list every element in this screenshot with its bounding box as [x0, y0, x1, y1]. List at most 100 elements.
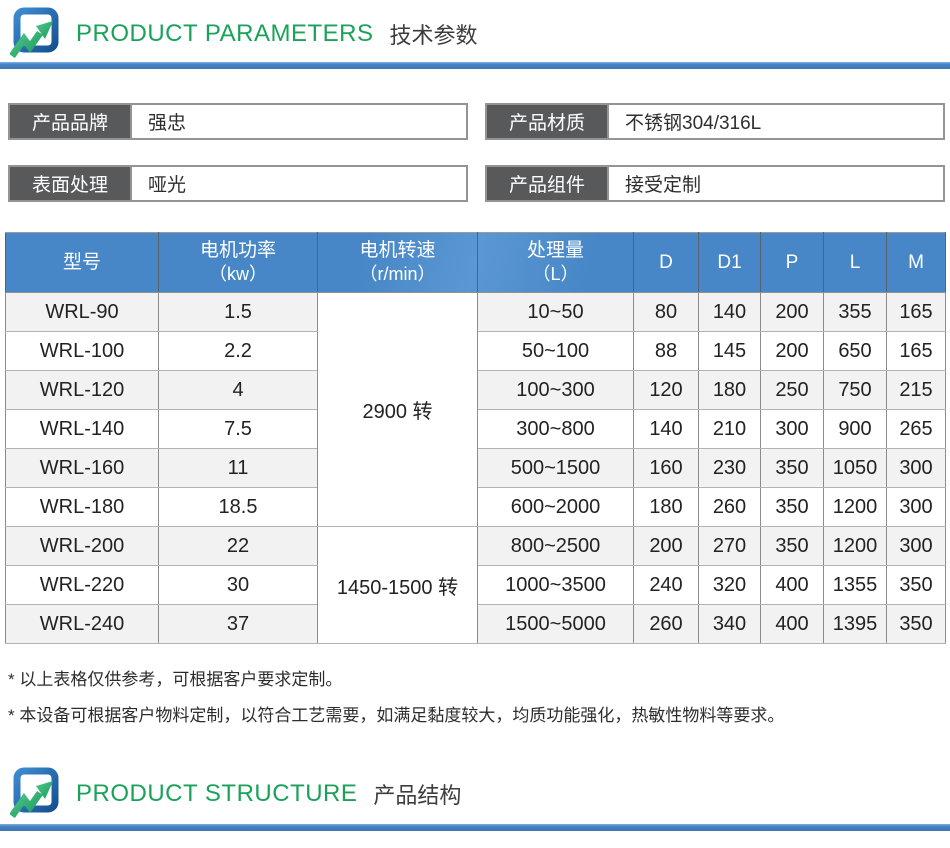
m-cell: 165	[886, 331, 946, 371]
info-value: 接受定制	[625, 175, 702, 196]
p-cell: 200	[760, 292, 824, 332]
structure-title-zh: 产品结构	[373, 783, 462, 808]
capacity-cell: 10~50	[477, 292, 634, 332]
power-cell: 4	[158, 370, 318, 410]
parameters-title-zh: 技术参数	[389, 23, 478, 48]
footnote-line: * 以上表格仅供参考，可根据客户要求定制。	[8, 670, 343, 689]
info-label: 产品组件	[487, 167, 609, 200]
d1-cell: 210	[698, 409, 761, 449]
model-cell: WRL-140	[5, 409, 159, 449]
parameters-section-header: PRODUCT PARAMETERS 技术参数	[10, 6, 478, 62]
info-box-surface: 表面处理 哑光	[8, 165, 468, 202]
model-cell: WRL-220	[5, 565, 159, 605]
info-label: 产品品牌	[10, 105, 132, 138]
p-cell: 350	[760, 487, 824, 527]
parameters-title-en: PRODUCT PARAMETERS	[76, 20, 374, 47]
table-row: WRL-220 30 1000~3500 240 320 400 1355 35…	[5, 565, 946, 605]
capacity-cell: 50~100	[477, 331, 634, 371]
capacity-cell: 1000~3500	[477, 565, 634, 605]
header-capacity: 处理量 （L）	[477, 232, 634, 293]
product-info-grid: 产品品牌 强忠 产品材质 不锈钢304/316L 表面处理 哑光 产品组件 接受…	[8, 103, 945, 202]
info-value: 不锈钢304/316L	[625, 113, 762, 134]
info-box-components: 产品组件 接受定制	[485, 165, 945, 202]
d1-cell: 140	[698, 292, 761, 332]
table-row: WRL-180 18.5 600~2000 180 260 350 1200 3…	[5, 487, 946, 527]
d1-cell: 145	[698, 331, 761, 371]
footnotes: * 以上表格仅供参考，可根据客户要求定制。 * 本设备可根据客户物料定制，以符合…	[8, 665, 944, 737]
info-box-material: 产品材质 不锈钢304/316L	[485, 103, 945, 140]
p-cell: 200	[760, 331, 824, 371]
l-cell: 1200	[823, 487, 887, 527]
model-cell: WRL-90	[5, 292, 159, 332]
header-power: 电机功率 （kw）	[158, 232, 318, 293]
p-cell: 400	[760, 604, 824, 644]
header-model: 型号	[5, 232, 159, 293]
power-cell: 11	[158, 448, 318, 488]
capacity-cell: 1500~5000	[477, 604, 634, 644]
capacity-cell: 500~1500	[477, 448, 634, 488]
m-cell: 165	[886, 292, 946, 332]
capacity-cell: 300~800	[477, 409, 634, 449]
speed-cell: 2900 转	[317, 292, 478, 527]
power-cell: 2.2	[158, 331, 318, 371]
l-cell: 650	[823, 331, 887, 371]
model-cell: WRL-100	[5, 331, 159, 371]
capacity-cell: 800~2500	[477, 526, 634, 566]
p-cell: 350	[760, 448, 824, 488]
power-cell: 30	[158, 565, 318, 605]
info-value: 哑光	[148, 175, 187, 196]
d-cell: 180	[633, 487, 699, 527]
l-cell: 355	[823, 292, 887, 332]
brand-logo-icon	[10, 7, 59, 59]
structure-title-en: PRODUCT STRUCTURE	[76, 780, 358, 807]
l-cell: 900	[823, 409, 887, 449]
d-cell: 260	[633, 604, 699, 644]
d-cell: 200	[633, 526, 699, 566]
structure-section-header: PRODUCT STRUCTURE 产品结构	[10, 766, 461, 822]
m-cell: 300	[886, 487, 946, 527]
info-box-brand: 产品品牌 强忠	[8, 103, 468, 140]
table-row: WRL-90 1.5 2900 转 10~50 80 140 200 355 1…	[5, 292, 946, 527]
m-cell: 350	[886, 604, 946, 644]
power-cell: 37	[158, 604, 318, 644]
section-divider	[0, 824, 950, 831]
capacity-cell: 600~2000	[477, 487, 634, 527]
p-cell: 350	[760, 526, 824, 566]
model-cell: WRL-160	[5, 448, 159, 488]
l-cell: 1355	[823, 565, 887, 605]
capacity-cell: 100~300	[477, 370, 634, 410]
d-cell: 80	[633, 292, 699, 332]
info-label: 产品材质	[487, 105, 609, 138]
header-l: L	[823, 232, 887, 293]
model-cell: WRL-240	[5, 604, 159, 644]
p-cell: 400	[760, 565, 824, 605]
power-cell: 1.5	[158, 292, 318, 332]
brand-logo-icon	[10, 767, 59, 819]
m-cell: 300	[886, 526, 946, 566]
m-cell: 350	[886, 565, 946, 605]
d1-cell: 320	[698, 565, 761, 605]
l-cell: 750	[823, 370, 887, 410]
model-cell: WRL-120	[5, 370, 159, 410]
table-row: WRL-200 22 1450-1500 转 800~2500 200 270 …	[5, 526, 946, 644]
m-cell: 215	[886, 370, 946, 410]
d-cell: 88	[633, 331, 699, 371]
d1-cell: 260	[698, 487, 761, 527]
power-cell: 18.5	[158, 487, 318, 527]
header-d1: D1	[698, 232, 761, 293]
parameters-table: 型号 电机功率 （kw） 电机转速 （r/min） 处理量 （L） D D1 P L …	[5, 232, 946, 644]
info-value: 强忠	[148, 113, 187, 134]
d1-cell: 340	[698, 604, 761, 644]
d-cell: 160	[633, 448, 699, 488]
m-cell: 265	[886, 409, 946, 449]
d1-cell: 270	[698, 526, 761, 566]
table-header-row: 型号 电机功率 （kw） 电机转速 （r/min） 处理量 （L） D D1 P L …	[5, 232, 946, 293]
d1-cell: 230	[698, 448, 761, 488]
info-label: 表面处理	[10, 167, 132, 200]
header-speed: 电机转速 （r/min）	[317, 232, 478, 293]
header-m: M	[886, 232, 946, 293]
header-d: D	[633, 232, 699, 293]
power-cell: 7.5	[158, 409, 318, 449]
header-p: P	[760, 232, 824, 293]
